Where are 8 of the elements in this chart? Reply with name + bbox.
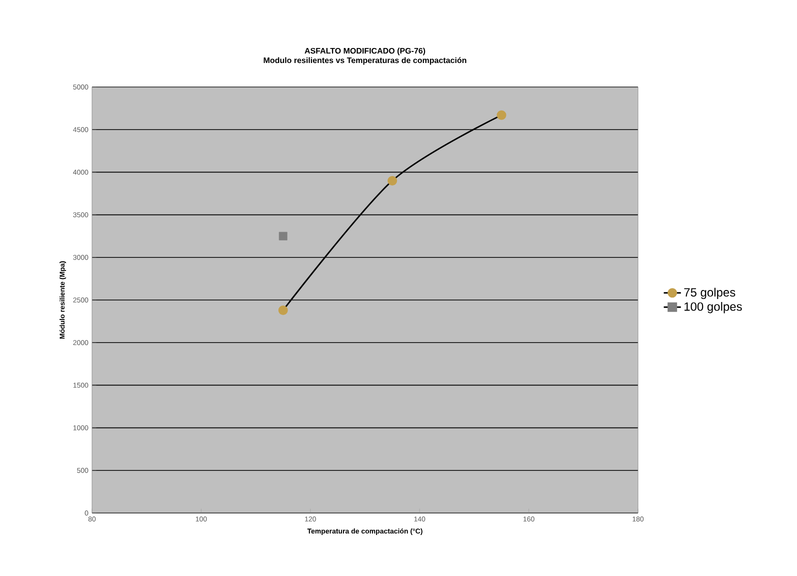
point — [496, 110, 506, 120]
point — [278, 305, 288, 315]
legend-label: 75 golpes — [684, 288, 736, 299]
chart-title: ASFALTO MODIFICADO (PG-76) — [304, 48, 426, 56]
point — [388, 176, 398, 186]
legend-label: 100 golpes — [684, 302, 742, 314]
chart-subtitle: Modulo resilientes vs Temperaturas de compactación — [264, 57, 466, 65]
point — [278, 232, 288, 240]
